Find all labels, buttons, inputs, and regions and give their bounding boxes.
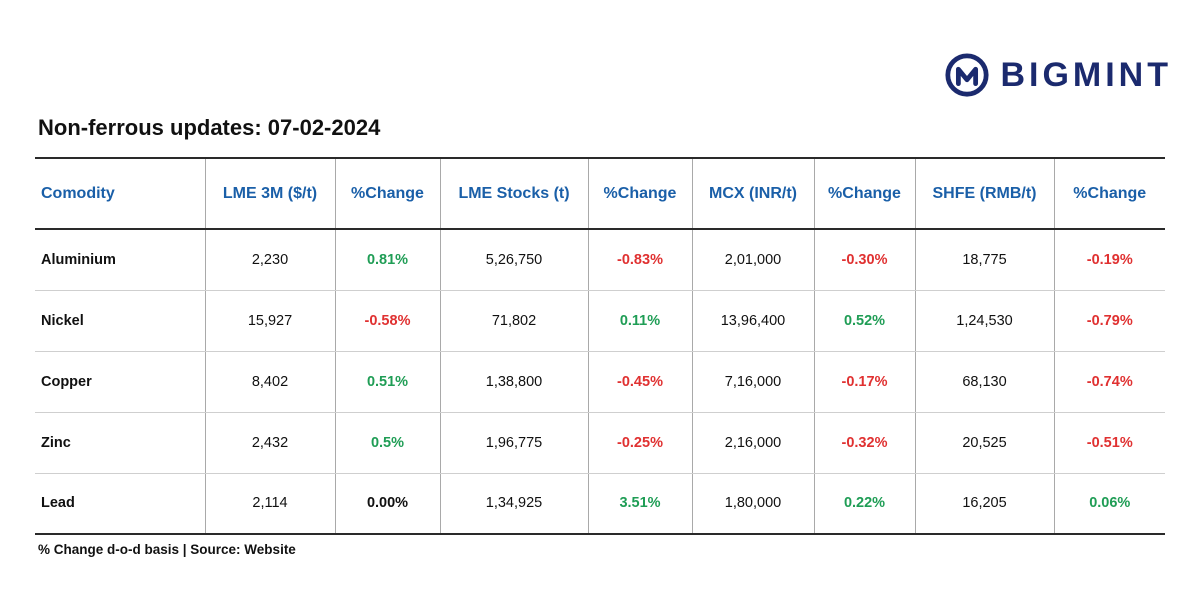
- lme-3m-change: 0.51%: [334, 351, 440, 413]
- shfe-value: 18,775: [914, 229, 1054, 291]
- table-row: Lead 2,114 0.00% 1,34,925 3.51% 1,80,000…: [35, 473, 1165, 535]
- commodity-name: Lead: [35, 473, 205, 535]
- mcx-value: 2,01,000: [691, 229, 814, 291]
- lme-stocks-value: 5,26,750: [439, 229, 588, 291]
- brand-name: BIGMINT: [1000, 55, 1172, 94]
- mcx-value: 7,16,000: [691, 351, 814, 413]
- col-header-lme-change: %Change: [334, 158, 440, 230]
- col-header-mcx: MCX (INR/t): [691, 158, 814, 230]
- col-header-shfe-change: %Change: [1053, 158, 1165, 230]
- lme-stocks-change: -0.25%: [587, 412, 692, 474]
- lme-3m-value: 15,927: [204, 290, 335, 352]
- shfe-value: 16,205: [914, 473, 1054, 535]
- table-row: Nickel 15,927 -0.58% 71,802 0.11% 13,96,…: [35, 290, 1165, 352]
- commodity-name: Nickel: [35, 290, 205, 352]
- mcx-change: 0.52%: [813, 290, 915, 352]
- col-header-stocks-change: %Change: [587, 158, 692, 230]
- lme-stocks-value: 71,802: [439, 290, 588, 352]
- col-header-mcx-change: %Change: [813, 158, 915, 230]
- mcx-value: 2,16,000: [691, 412, 814, 474]
- lme-stocks-change: 0.11%: [587, 290, 692, 352]
- commodity-name: Zinc: [35, 412, 205, 474]
- lme-3m-value: 8,402: [204, 351, 335, 413]
- lme-3m-change: 0.5%: [334, 412, 440, 474]
- commodity-name: Aluminium: [35, 229, 205, 291]
- brand-header: BIGMINT: [944, 52, 1172, 98]
- table-row: Zinc 2,432 0.5% 1,96,775 -0.25% 2,16,000…: [35, 412, 1165, 474]
- mcx-value: 1,80,000: [691, 473, 814, 535]
- shfe-value: 20,525: [914, 412, 1054, 474]
- lme-stocks-change: -0.83%: [587, 229, 692, 291]
- lme-stocks-change: -0.45%: [587, 351, 692, 413]
- lme-stocks-change: 3.51%: [587, 473, 692, 535]
- mcx-value: 13,96,400: [691, 290, 814, 352]
- shfe-change: -0.19%: [1053, 229, 1165, 291]
- bigmint-logo: BIGMINT: [944, 52, 1172, 98]
- page-title: Non-ferrous updates: 07-02-2024: [38, 115, 381, 140]
- source-footnote: % Change d-o-d basis | Source: Website: [38, 542, 296, 557]
- col-header-commodity: Comodity: [35, 158, 205, 230]
- shfe-change: 0.06%: [1053, 473, 1165, 535]
- lme-3m-change: 0.81%: [334, 229, 440, 291]
- commodity-name: Copper: [35, 351, 205, 413]
- lme-3m-value: 2,230: [204, 229, 335, 291]
- mcx-change: -0.17%: [813, 351, 915, 413]
- mcx-change: -0.30%: [813, 229, 915, 291]
- shfe-change: -0.51%: [1053, 412, 1165, 474]
- col-header-lme-stocks: LME Stocks (t): [439, 158, 588, 230]
- table-row: Aluminium 2,230 0.81% 5,26,750 -0.83% 2,…: [35, 229, 1165, 291]
- lme-stocks-value: 1,34,925: [439, 473, 588, 535]
- table-row: Copper 8,402 0.51% 1,38,800 -0.45% 7,16,…: [35, 351, 1165, 413]
- lme-stocks-value: 1,38,800: [439, 351, 588, 413]
- col-header-shfe: SHFE (RMB/t): [914, 158, 1054, 230]
- table-body: Aluminium 2,230 0.81% 5,26,750 -0.83% 2,…: [35, 229, 1165, 535]
- lme-3m-change: -0.58%: [334, 290, 440, 352]
- bigmint-circle-m-icon: [945, 53, 990, 97]
- col-header-lme-3m: LME 3M ($/t): [204, 158, 335, 230]
- lme-3m-value: 2,432: [204, 412, 335, 474]
- shfe-value: 1,24,530: [914, 290, 1054, 352]
- shfe-value: 68,130: [914, 351, 1054, 413]
- lme-3m-value: 2,114: [204, 473, 335, 535]
- mcx-change: 0.22%: [813, 473, 915, 535]
- lme-3m-change: 0.00%: [334, 473, 440, 535]
- lme-stocks-value: 1,96,775: [439, 412, 588, 474]
- mcx-change: -0.32%: [813, 412, 915, 474]
- shfe-change: -0.79%: [1053, 290, 1165, 352]
- metals-table: Comodity LME 3M ($/t) %Change LME Stocks…: [35, 157, 1165, 535]
- shfe-change: -0.74%: [1053, 351, 1165, 413]
- table-header-row: Comodity LME 3M ($/t) %Change LME Stocks…: [35, 158, 1165, 230]
